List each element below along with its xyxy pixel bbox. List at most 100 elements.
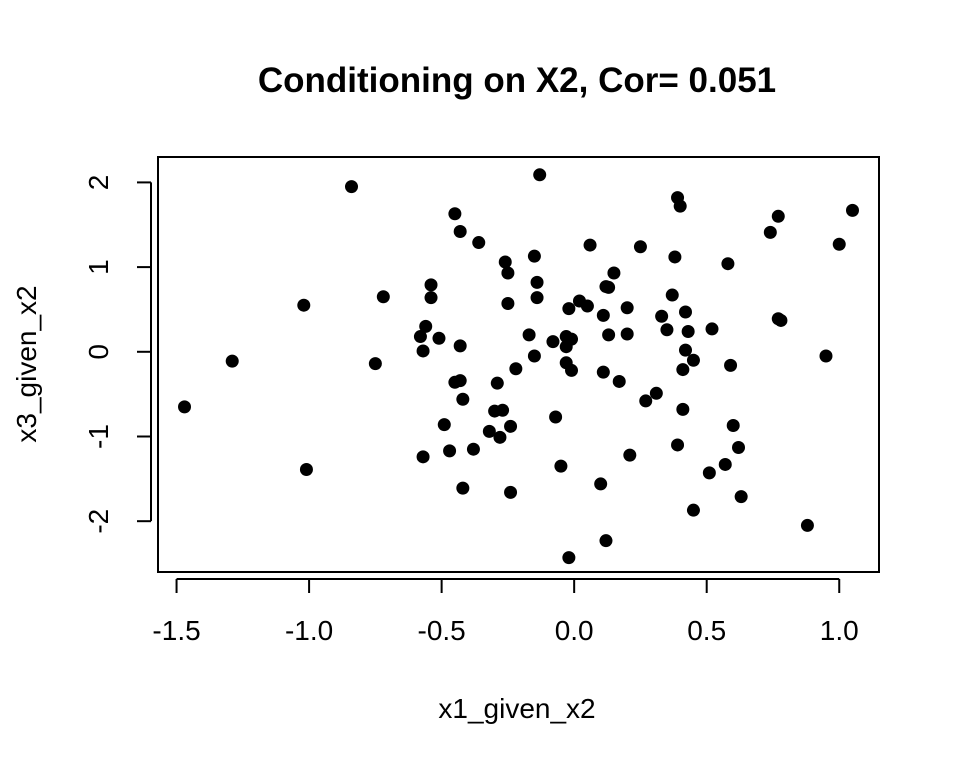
data-point bbox=[527, 249, 541, 263]
data-point bbox=[504, 485, 518, 499]
data-point bbox=[527, 349, 541, 363]
data-point bbox=[724, 358, 738, 372]
data-point bbox=[633, 240, 647, 254]
data-point bbox=[530, 291, 544, 305]
data-point bbox=[413, 330, 427, 344]
data-point bbox=[437, 418, 451, 432]
data-point bbox=[763, 225, 777, 239]
data-point bbox=[726, 418, 740, 432]
data-point bbox=[453, 339, 467, 353]
data-point bbox=[668, 250, 682, 264]
data-point bbox=[297, 298, 311, 312]
x-tick-label: -1.5 bbox=[152, 615, 200, 646]
x-tick-label: 1.0 bbox=[820, 615, 859, 646]
data-point bbox=[493, 430, 507, 444]
data-point bbox=[416, 450, 430, 464]
data-point bbox=[771, 209, 785, 223]
data-point bbox=[612, 374, 626, 388]
y-tick-label: 1 bbox=[83, 259, 114, 275]
data-point bbox=[596, 365, 610, 379]
data-point bbox=[800, 518, 814, 532]
data-point bbox=[671, 438, 685, 452]
data-point bbox=[456, 481, 470, 495]
y-tick-label: -2 bbox=[83, 509, 114, 534]
data-point bbox=[620, 301, 634, 315]
data-point bbox=[509, 362, 523, 376]
data-point bbox=[376, 290, 390, 304]
data-point bbox=[702, 466, 716, 480]
data-point bbox=[530, 275, 544, 289]
data-point bbox=[178, 400, 192, 414]
x-tick-label: -0.5 bbox=[418, 615, 466, 646]
data-point bbox=[424, 278, 438, 292]
data-point bbox=[565, 363, 579, 377]
data-point bbox=[620, 327, 634, 341]
data-point bbox=[665, 288, 679, 302]
data-point bbox=[774, 313, 788, 327]
data-point bbox=[681, 324, 695, 338]
data-point bbox=[602, 328, 616, 342]
data-point bbox=[504, 419, 518, 433]
data-point bbox=[721, 257, 735, 271]
data-point bbox=[368, 357, 382, 371]
plot-frame bbox=[157, 156, 880, 573]
data-point bbox=[639, 394, 653, 408]
data-point bbox=[466, 442, 480, 456]
y-tick-label: -1 bbox=[83, 424, 114, 449]
data-point bbox=[456, 392, 470, 406]
data-point bbox=[416, 344, 430, 358]
data-point bbox=[655, 309, 669, 323]
data-point bbox=[472, 236, 486, 250]
data-point bbox=[345, 180, 359, 194]
data-point bbox=[546, 335, 560, 349]
data-point bbox=[678, 343, 692, 357]
data-point bbox=[562, 551, 576, 565]
data-point bbox=[482, 424, 496, 438]
x-tick-label: 0.0 bbox=[555, 615, 594, 646]
data-point bbox=[419, 319, 433, 333]
data-point bbox=[602, 280, 616, 294]
data-point bbox=[496, 403, 510, 417]
data-point bbox=[676, 363, 690, 377]
data-point bbox=[448, 207, 462, 221]
x-axis: -1.5 -1.0 -0.5 0.0 0.5 1.0 bbox=[152, 578, 859, 646]
chart-title: Conditioning on X2, Cor= 0.051 bbox=[258, 61, 776, 100]
y-tick-label: 0 bbox=[83, 344, 114, 360]
data-point bbox=[432, 331, 446, 345]
data-point bbox=[678, 305, 692, 319]
data-point bbox=[562, 302, 576, 316]
data-point bbox=[453, 374, 467, 388]
data-point bbox=[453, 225, 467, 239]
data-point bbox=[498, 255, 512, 269]
data-point bbox=[686, 503, 700, 517]
data-point bbox=[705, 322, 719, 336]
data-point bbox=[732, 441, 746, 454]
data-points bbox=[178, 168, 859, 565]
data-point bbox=[845, 203, 859, 217]
data-point bbox=[819, 349, 833, 363]
data-point bbox=[522, 328, 536, 342]
x-tick-label: 0.5 bbox=[687, 615, 726, 646]
data-point bbox=[660, 323, 674, 337]
data-point bbox=[599, 534, 613, 548]
data-point bbox=[225, 354, 239, 368]
data-point bbox=[443, 444, 457, 458]
x-axis-label: x1_given_x2 bbox=[438, 693, 595, 724]
data-point bbox=[299, 463, 313, 477]
data-point bbox=[549, 410, 563, 424]
y-tick-label: 2 bbox=[83, 175, 114, 191]
data-point bbox=[424, 291, 438, 305]
data-point bbox=[533, 168, 547, 182]
data-point bbox=[501, 297, 515, 311]
data-point bbox=[673, 199, 687, 213]
data-point bbox=[607, 266, 621, 280]
data-point bbox=[832, 237, 846, 251]
data-point bbox=[580, 299, 594, 313]
data-point bbox=[565, 332, 579, 346]
data-point bbox=[596, 308, 610, 322]
data-point bbox=[583, 238, 597, 252]
data-point bbox=[718, 457, 732, 471]
y-axis: -2 -1 0 1 2 bbox=[83, 175, 152, 534]
data-point bbox=[594, 477, 608, 491]
